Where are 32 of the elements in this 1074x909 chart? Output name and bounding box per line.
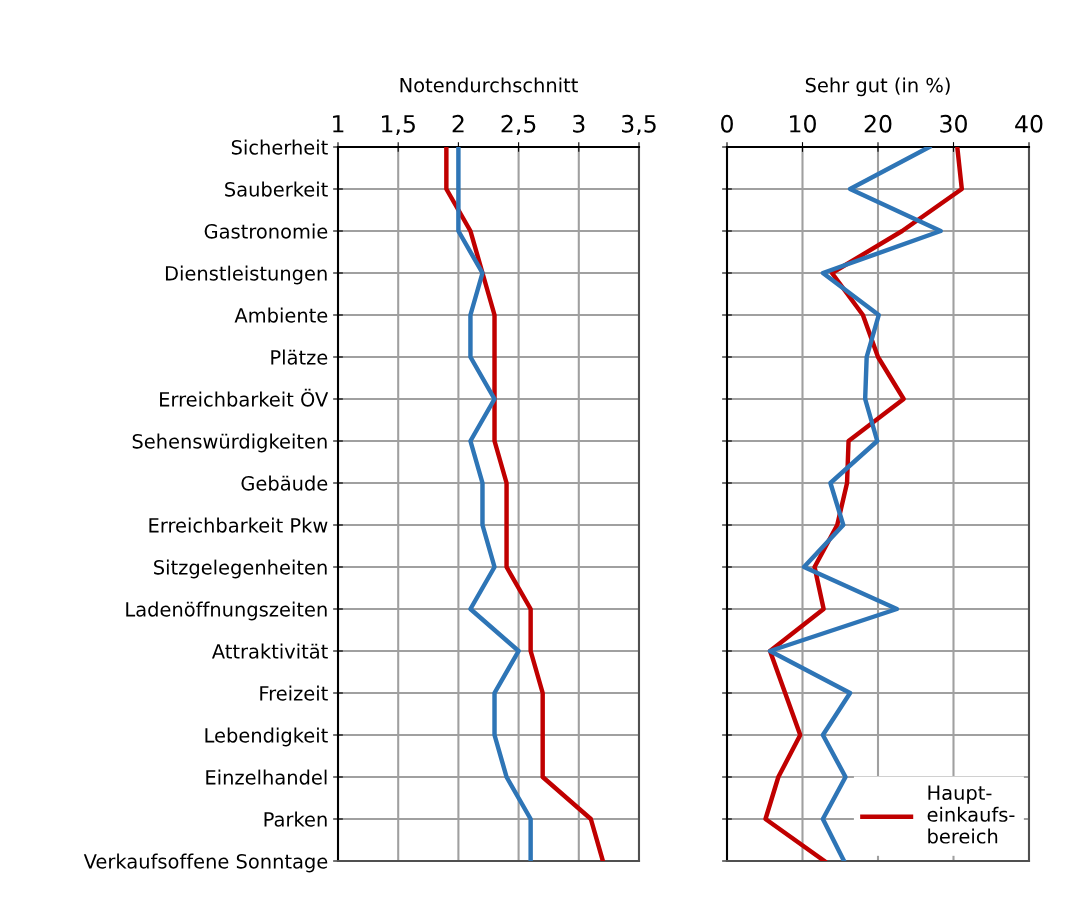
y-tick-label: Sehenswürdigkeiten — [132, 433, 327, 453]
y-tick-label: Lebendigkeit — [205, 727, 328, 747]
y-tick-label: Verkaufsoffene Sonntage — [83, 853, 328, 873]
x-tick-label: 3 — [573, 114, 585, 133]
y-tick-label: Erreichbarkeit Pkw — [149, 517, 328, 533]
x-tick-label: 40 — [1015, 114, 1043, 133]
y-tick-label: Plätze — [271, 349, 328, 365]
y-tick-label: Sicherheit — [231, 139, 328, 155]
y-tick-label: Ambiente — [234, 307, 328, 323]
y-tick-label: Gastronomie — [204, 223, 328, 239]
x-tick-label: 2 — [452, 114, 464, 133]
y-tick-label: Ladenöffnungszeiten — [126, 601, 327, 621]
x-tick-label: 30 — [940, 114, 967, 133]
x-tick-label: 1,5 — [382, 115, 415, 136]
x-axis-title: Notendurchschnitt — [400, 77, 578, 93]
x-tick-label: 10 — [790, 114, 816, 133]
y-tick-label: Gebäude — [241, 475, 328, 491]
x-tick-label: 20 — [864, 114, 892, 133]
y-tick-label: Parken — [264, 811, 327, 827]
legend-label: Haupt- einkaufs- bereich — [927, 785, 1015, 844]
x-tick-label: 3,5 — [622, 114, 656, 136]
y-tick-label: Dienstleistungen — [165, 265, 327, 285]
x-tick-label: 2,5 — [501, 114, 536, 136]
y-tick-label: Sitzgelegenheiten — [154, 559, 327, 579]
x-axis-title: Sehr gut (in %) — [805, 77, 950, 97]
y-tick-label: Sauberkeit — [225, 181, 328, 197]
y-tick-label: Erreichbarkeit ÖV — [160, 388, 329, 407]
y-tick-label: Freizeit — [260, 685, 328, 701]
y-tick-label: Einzelhandel — [206, 769, 327, 785]
x-tick-label: 0 — [721, 114, 733, 133]
y-tick-label: Attraktivität — [211, 643, 328, 659]
x-tick-label: 1 — [333, 115, 344, 133]
